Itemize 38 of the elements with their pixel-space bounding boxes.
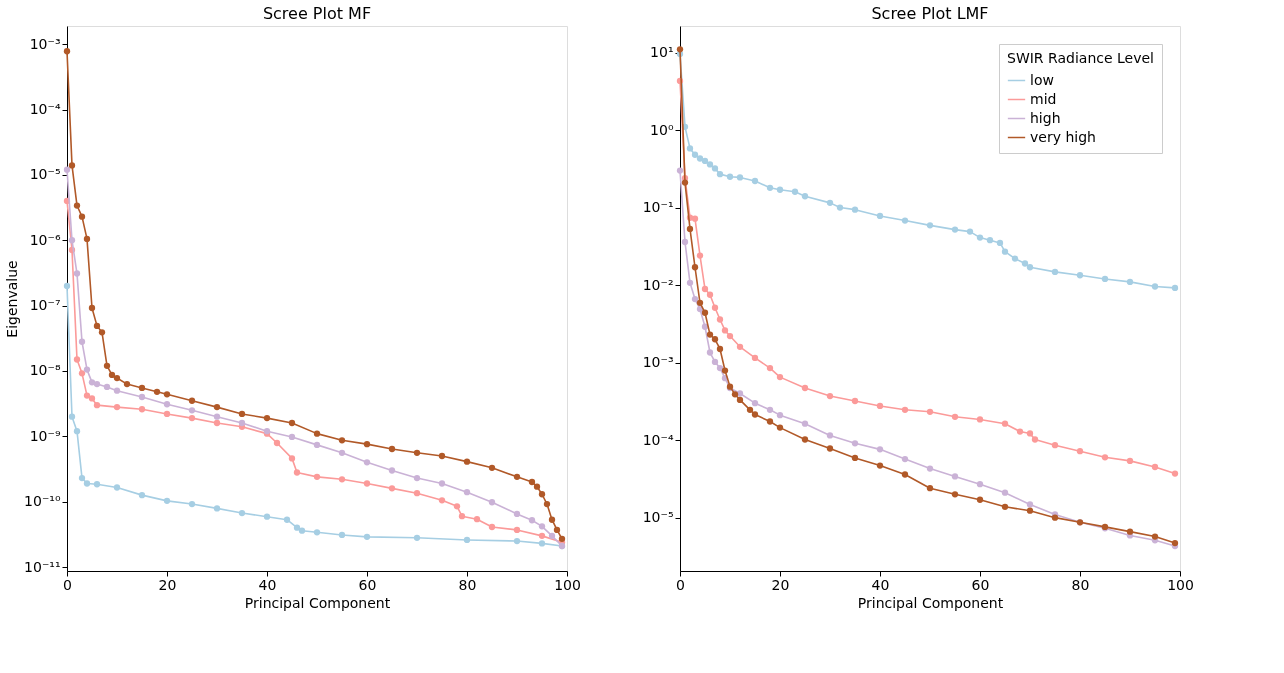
y-tick-label: 10⁻⁷ (29, 297, 61, 314)
x-tick-label: 20 (771, 576, 790, 593)
y-tick-label: 10⁻³ (642, 354, 674, 371)
y-tick-label: 10⁻³ (29, 35, 61, 52)
chart-title: Scree Plot MF (262, 4, 372, 23)
x-axis-title: Principal Component (244, 594, 391, 611)
y-tick-label: 10⁻⁹ (29, 427, 61, 444)
y-tick-label: 10⁰ (650, 121, 674, 138)
x-tick-label: 100 (554, 576, 581, 593)
y-tick-label: 10⁻⁵ (29, 166, 61, 183)
legend-label: mid (1030, 90, 1057, 107)
y-tick-label: 10⁻¹⁰ (24, 493, 61, 510)
y-tick-label: 10¹ (650, 44, 674, 61)
x-tick-label: 80 (1071, 576, 1090, 593)
legend-label: very high (1030, 128, 1096, 145)
x-tick-label: 100 (1167, 576, 1194, 593)
legend-title: SWIR Radiance Level (1007, 50, 1154, 66)
legend-label: high (1030, 109, 1061, 126)
x-tick-label: 80 (458, 576, 477, 593)
x-axis-title: Principal Component (857, 594, 1004, 611)
y-tick-label: 10⁻⁶ (29, 231, 61, 248)
x-tick-label: 20 (158, 576, 177, 593)
y-tick-label: 10⁻² (642, 276, 674, 293)
y-tick-label: 10⁻⁵ (642, 509, 674, 526)
y-tick-label: 10⁻⁸ (29, 362, 61, 379)
x-tick-label: 60 (971, 576, 990, 593)
y-tick-label: 10⁻⁴ (29, 101, 61, 118)
x-tick-label: 0 (63, 576, 72, 593)
x-tick-label: 40 (871, 576, 890, 593)
y-tick-label: 10⁻⁴ (642, 431, 674, 448)
y-tick-label: 10⁻¹¹ (24, 558, 61, 575)
x-tick-label: 0 (676, 576, 685, 593)
chart-title: Scree Plot LMF (871, 4, 989, 23)
y-tick-label: 10⁻¹ (642, 199, 674, 216)
y-axis-title: Eigenvalue (4, 260, 21, 338)
x-tick-label: 40 (258, 576, 277, 593)
x-tick-label: 60 (358, 576, 377, 593)
legend-label: low (1030, 71, 1054, 88)
